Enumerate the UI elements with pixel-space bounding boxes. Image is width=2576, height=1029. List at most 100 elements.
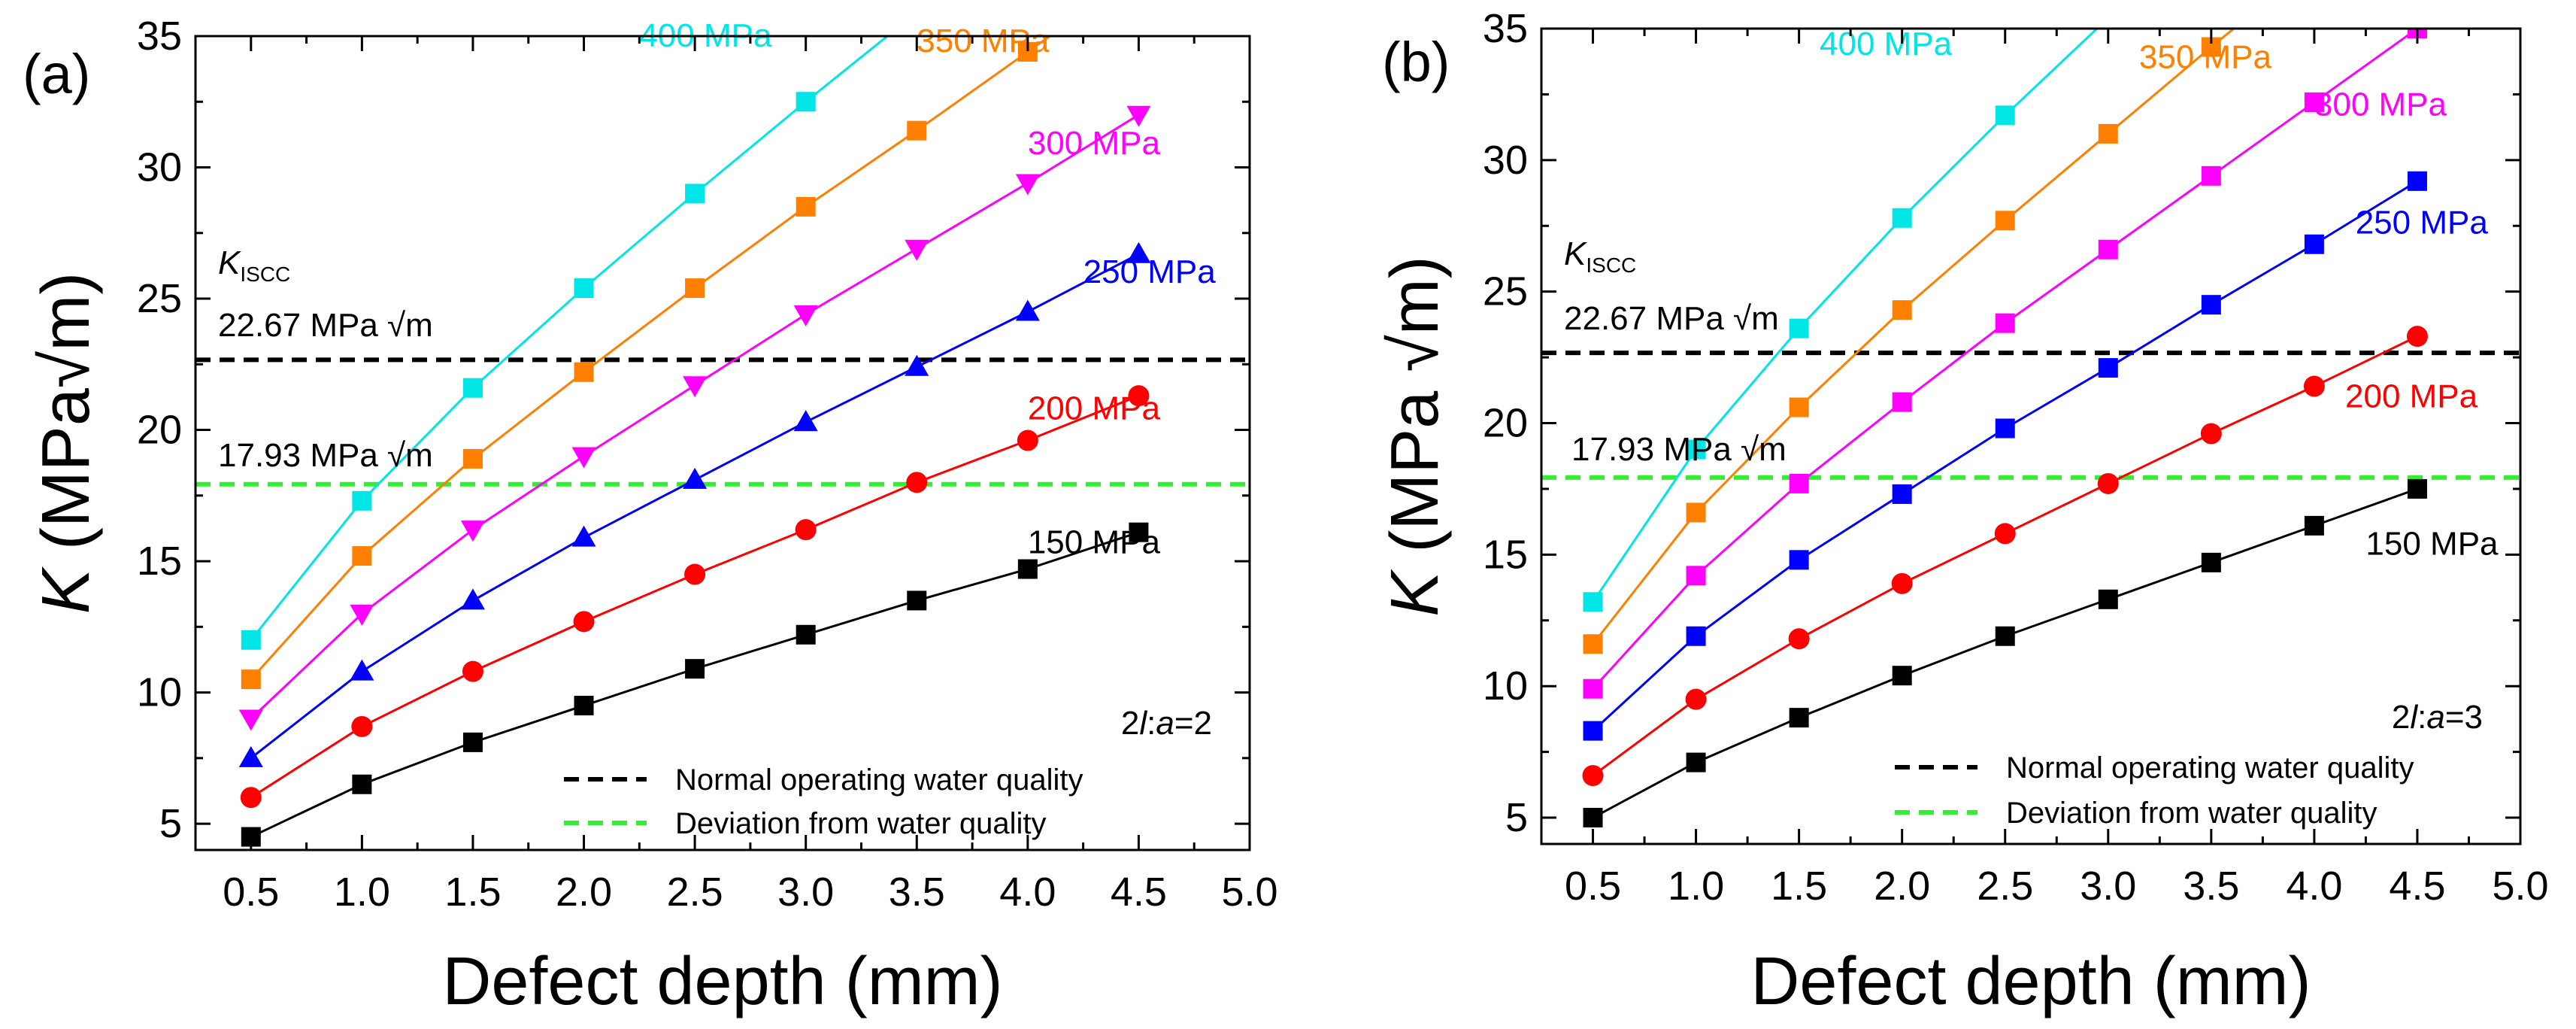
y-tick-label: 5 [1505,795,1528,840]
x-tick-label: 3.0 [777,870,834,915]
series-markers [238,41,1151,847]
data-point [1892,666,1912,686]
data-point [1789,397,1809,417]
data-point [574,278,594,299]
deviation-value: 17.93 MPa √m [218,437,433,474]
panel-b: (b) 0.5 1.0 1.5 2.0 2.5 3.0 3.5 4.0 4.5 5.0 5 10 15… [1377,6,2549,1019]
data-point [2407,478,2427,499]
data-point [1892,392,1912,412]
y-tick-label: 20 [1483,401,1528,446]
data-point [683,376,708,398]
data-point [240,787,262,809]
x-tick-labels: 0.5 1.0 1.5 2.0 2.5 3.0 3.5 4.0 4.5 5.0 [1565,864,2549,909]
data-point [905,239,929,261]
data-point [1994,523,2016,545]
ratio-a: a [1156,705,1174,742]
data-point [2098,123,2118,144]
x-tick-label: 1.5 [1771,864,1827,909]
y-tick-label: 5 [159,801,182,846]
series-lines [250,36,1140,838]
data-point [1015,299,1040,321]
x-tick-label: 3.0 [2080,864,2136,909]
data-point [1017,559,1038,579]
y-axis-symbol: K [29,566,104,614]
data-point [1129,522,1149,542]
x-tick-label: 2.5 [667,870,723,915]
y-tick-labels: 5 10 15 20 25 30 35 [1483,6,1528,840]
y-tick-labels: 5 10 15 20 25 30 35 [137,14,182,846]
data-point [683,467,708,489]
data-point [1583,678,1603,699]
panel-a: (a) 0.5 1.0 1.5 2.0 2.5 3.0 3.5 4.0 4.5 5.0 5 10 15… [23,14,1278,1019]
y-tick-label: 30 [137,145,182,190]
data-point [1686,752,1706,773]
data-point [793,410,818,432]
data-point [1685,688,1707,710]
data-point [905,354,929,376]
data-point [2097,472,2119,494]
data-point [2201,552,2221,572]
data-point [1017,430,1038,451]
kiscc-label: KISCC [218,244,290,286]
series-label: 250 MPa [1083,253,1217,290]
data-point [2304,515,2324,536]
y-tick-label: 30 [1483,138,1528,183]
data-point [1995,105,2015,126]
data-point [460,521,485,542]
x-tick-label: 1.0 [1668,864,1724,909]
kiscc-value: 22.67 MPa √m [1564,300,1779,337]
axis-ticks [195,35,1251,850]
data-point [1789,708,1809,728]
data-point [1788,628,1810,650]
series-line [1592,29,2418,690]
ratio-l: l [1139,705,1147,742]
data-point [906,472,928,493]
y-axis-units: (MPa √m) [1377,256,1453,552]
plot-frame [1540,27,2522,845]
data-point [1789,318,1809,338]
series-label: 300 MPa [1028,125,1161,162]
data-point [793,305,818,326]
data-point [907,590,927,611]
ratio-prefix: 2 [2392,699,2410,736]
data-point [573,611,595,633]
kiscc-symbol: K [218,244,241,281]
y-tick-label: 10 [1483,663,1528,709]
ratio-colon: : [1147,705,1156,742]
data-point [1583,634,1603,654]
x-tick-label: 3.5 [889,870,945,915]
data-point [238,709,263,731]
data-point [2099,8,2118,28]
data-point [1995,418,2015,439]
data-point [1686,626,1706,646]
data-point [1995,211,2015,231]
legend: Normal operating water quality Deviation… [1895,751,2414,830]
y-axis-label: K (MPa√m) [29,272,104,614]
data-point [351,715,373,737]
ratio-prefix: 2 [1121,705,1139,742]
data-point [795,519,817,541]
data-point [2098,239,2118,260]
y-tick-label: 35 [137,14,182,59]
data-point [1892,208,1912,228]
x-tick-label: 1.0 [334,870,390,915]
x-tick-label: 5.0 [1221,870,1277,915]
x-tick-label: 2.0 [1874,864,1930,909]
data-point [685,184,705,204]
data-point [1789,473,1809,493]
reference-lines [1541,351,2520,480]
data-point [462,732,483,752]
series-label: 200 MPa [2345,378,2478,415]
data-point [1126,241,1151,263]
kiscc-subscript: ISCC [240,263,290,286]
panel-label: (b) [1382,31,1450,93]
data-point [462,378,483,398]
y-tick-label: 20 [137,408,182,453]
reference-lines [195,357,1250,487]
data-point [1126,105,1151,127]
data-point [460,588,485,610]
x-tick-label: 5.0 [2492,864,2548,909]
data-point [2098,358,2118,378]
legend-label-deviation: Deviation from water quality [675,807,1047,840]
